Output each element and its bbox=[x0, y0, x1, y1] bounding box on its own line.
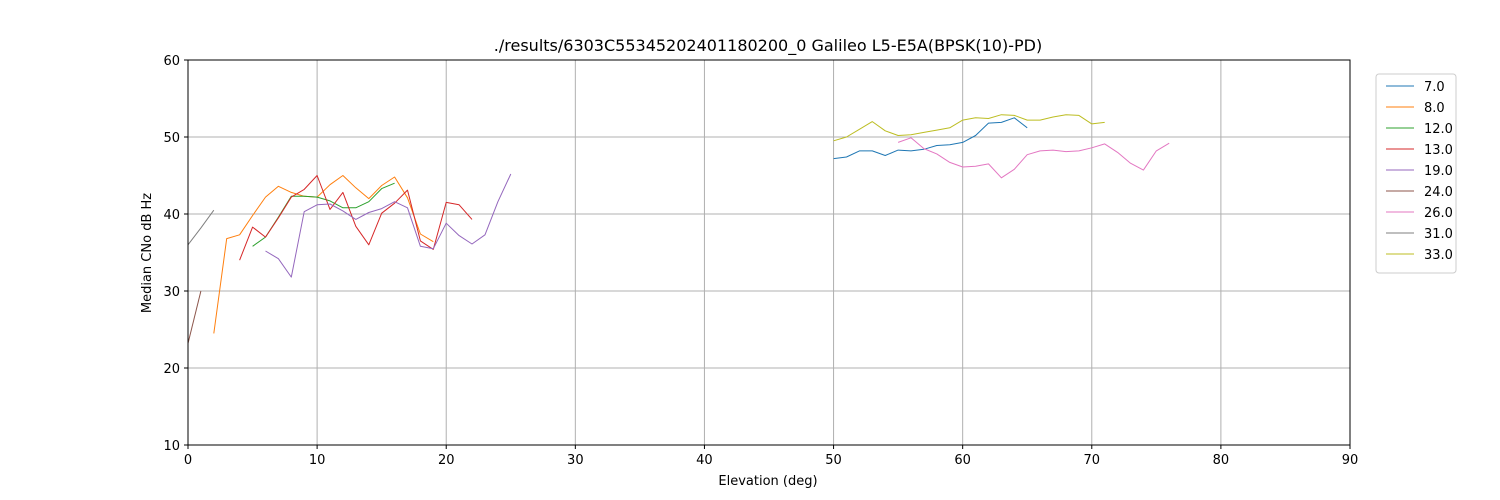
chart-title: ./results/6303C55345202401180200_0 Galil… bbox=[494, 36, 1042, 56]
series-line-24-0 bbox=[187, 290, 202, 344]
y-tick-label: 20 bbox=[163, 362, 180, 377]
series-line-13-0 bbox=[239, 175, 473, 261]
x-tick-label: 40 bbox=[696, 453, 713, 468]
y-tick-label: 50 bbox=[163, 131, 180, 146]
x-tick-label: 70 bbox=[1084, 453, 1101, 468]
x-tick-label: 80 bbox=[1213, 453, 1230, 468]
y-tick-label: 30 bbox=[163, 285, 180, 300]
y-axis-title: Median CNo dB Hz bbox=[140, 193, 155, 313]
x-tick-label: 50 bbox=[825, 453, 842, 468]
plot-frame bbox=[187, 59, 1351, 446]
x-axis-title: Elevation (deg) bbox=[718, 474, 817, 489]
series-line-19-0 bbox=[265, 173, 512, 278]
legend-label: 31.0 bbox=[1424, 227, 1453, 242]
y-tick-label: 40 bbox=[163, 208, 180, 223]
series-line-7-0 bbox=[833, 117, 1028, 160]
series-layer bbox=[187, 114, 1170, 344]
legend-label: 33.0 bbox=[1424, 248, 1453, 263]
x-tick-label: 30 bbox=[567, 453, 584, 468]
legend-label: 19.0 bbox=[1424, 164, 1453, 179]
x-tick-label: 60 bbox=[954, 453, 971, 468]
ticks: 0 10 20 30 40 50 60 70 80 90 10 20 30 40 50 60 bbox=[163, 54, 1358, 468]
x-tick-label: 0 bbox=[184, 453, 192, 468]
x-tick-label: 10 bbox=[309, 453, 326, 468]
legend-label: 12.0 bbox=[1424, 122, 1453, 137]
legend-label: 26.0 bbox=[1424, 206, 1453, 221]
legend-label: 7.0 bbox=[1424, 80, 1445, 95]
x-tick-label: 20 bbox=[438, 453, 455, 468]
legend-label: 8.0 bbox=[1424, 101, 1445, 116]
legend-label: 24.0 bbox=[1424, 185, 1453, 200]
series-line-33-0 bbox=[833, 114, 1105, 142]
legend-box bbox=[1375, 73, 1457, 274]
series-line-8-0 bbox=[213, 175, 434, 334]
legend: 7.0 8.0 12.0 13.0 19.0 24.0 26.0 31.0 33.0 bbox=[1375, 73, 1457, 274]
y-tick-label: 10 bbox=[163, 439, 180, 454]
series-line-31-0 bbox=[187, 209, 215, 246]
y-tick-label: 60 bbox=[163, 54, 180, 69]
x-tick-label: 90 bbox=[1342, 453, 1359, 468]
series-line-26-0 bbox=[897, 137, 1170, 179]
legend-label: 13.0 bbox=[1424, 143, 1453, 158]
